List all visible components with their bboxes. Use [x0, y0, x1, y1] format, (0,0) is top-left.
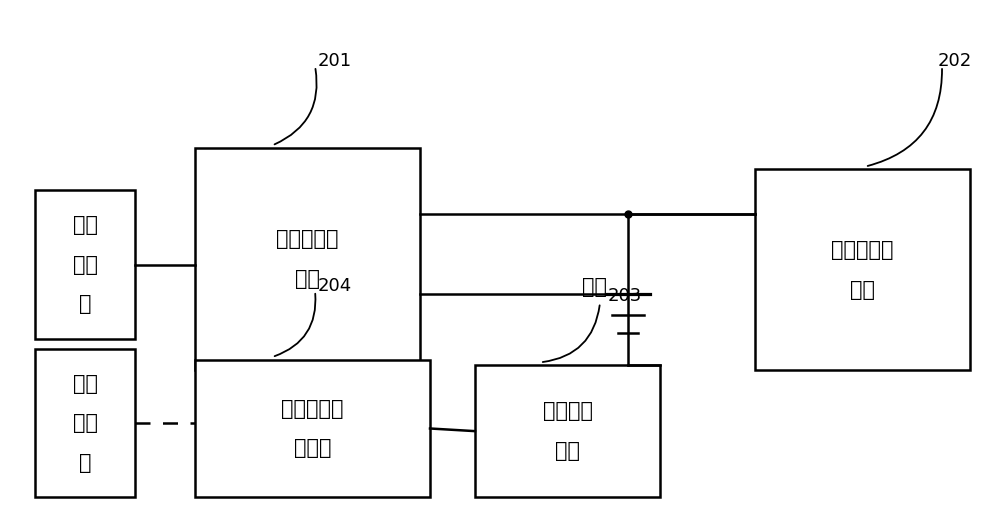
Text: 异类并充: 异类并充	[542, 402, 592, 421]
Text: 202: 202	[938, 52, 972, 70]
Bar	[195, 360, 430, 497]
Bar	[195, 148, 420, 370]
Text: 无线充电接: 无线充电接	[281, 399, 344, 418]
Text: 无线: 无线	[72, 373, 98, 394]
Text: 芯片: 芯片	[850, 280, 875, 299]
Text: 204: 204	[318, 277, 352, 295]
Bar	[755, 169, 970, 370]
Text: 203: 203	[608, 287, 642, 305]
Text: 主电源管理: 主电源管理	[276, 230, 339, 249]
Bar	[35, 349, 135, 497]
Text: 收芯片: 收芯片	[294, 439, 331, 458]
Text: 辅电源管理: 辅电源管理	[831, 240, 894, 260]
Text: 器: 器	[79, 294, 91, 314]
Text: 充电: 充电	[72, 254, 98, 275]
Bar	[475, 365, 660, 497]
Text: 201: 201	[318, 52, 352, 70]
Text: 电池: 电池	[582, 277, 607, 297]
Text: 充电: 充电	[72, 413, 98, 433]
Text: 开关: 开关	[555, 441, 580, 461]
Text: 芯片: 芯片	[295, 269, 320, 289]
Bar	[35, 190, 135, 339]
Text: 器: 器	[79, 453, 91, 473]
Text: 有线: 有线	[72, 215, 98, 235]
